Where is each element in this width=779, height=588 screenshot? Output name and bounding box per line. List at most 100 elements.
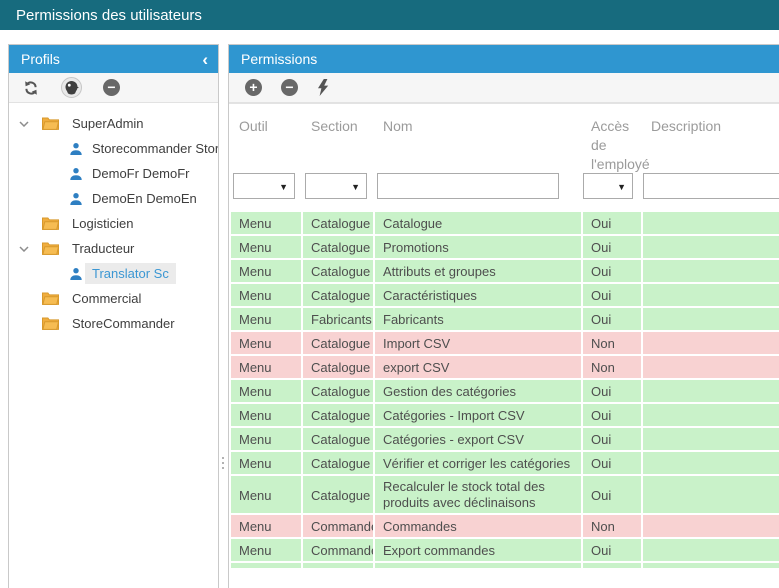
app-header: Permissions des utilisateurs <box>0 0 779 30</box>
table-row[interactable]: Menu Fabricants Fabricants Oui <box>231 308 779 330</box>
cell-nom: Commandes <box>375 515 581 537</box>
cell-description <box>643 380 779 402</box>
filter-nom-input[interactable] <box>377 173 559 199</box>
folder-icon <box>42 217 59 230</box>
cell-nom: export CSV <box>375 356 581 378</box>
table-row[interactable]: Menu Catalogue Gestion des catégories Ou… <box>231 380 779 402</box>
user-icon <box>69 192 83 206</box>
column-header-nom[interactable]: Nom <box>383 118 413 134</box>
table-row[interactable]: Menu Catalogue Recalculer le stock total… <box>231 476 779 513</box>
cell-description <box>643 515 779 537</box>
table-row[interactable]: Menu Commandes Commandes Non <box>231 515 779 537</box>
cell-outil: Menu <box>231 476 301 513</box>
cell-section: Catalogue <box>303 260 373 282</box>
folder-icon <box>42 317 59 330</box>
cell-nom: Gestion des catégories <box>375 380 581 402</box>
tree-item-logisticien[interactable]: Logisticien <box>9 211 218 236</box>
cell-acces: Oui <box>583 452 641 474</box>
table-row[interactable]: Menu Commandes Export commandes Oui <box>231 539 779 561</box>
permissions-panel-header: Permissions <box>229 45 779 73</box>
cell-acces: Oui <box>583 428 641 450</box>
dropdown-arrow-icon: ▼ <box>279 182 288 192</box>
cell-acces: Non <box>583 332 641 354</box>
remove-profile-button[interactable]: − <box>103 79 120 96</box>
tree-item-demofr[interactable]: DemoFr DemoFr <box>9 161 218 186</box>
cell-section <box>303 563 373 568</box>
refresh-button[interactable] <box>22 80 40 96</box>
table-row[interactable]: Menu Catalogue Promotions Oui <box>231 236 779 258</box>
cell-section: Catalogue <box>303 284 373 306</box>
permissions-title: Permissions <box>241 51 318 67</box>
cell-nom: Vérifier et corriger les catégories <box>375 452 581 474</box>
cell-section: Catalogue <box>303 404 373 426</box>
column-header-section[interactable]: Section <box>311 118 358 134</box>
table-row-partial[interactable] <box>231 563 779 568</box>
cell-acces: Oui <box>583 236 641 258</box>
table-row[interactable]: Menu Catalogue Catégories - Import CSV O… <box>231 404 779 426</box>
add-permission-button[interactable]: + <box>245 79 262 96</box>
cell-description <box>643 260 779 282</box>
panel-splitter-handle[interactable] <box>220 452 226 474</box>
prestashop-button[interactable] <box>61 77 82 98</box>
cell-nom: Catégories - export CSV <box>375 428 581 450</box>
table-row[interactable]: Menu Catalogue Catégories - export CSV O… <box>231 428 779 450</box>
table-row[interactable]: Menu Catalogue Import CSV Non <box>231 332 779 354</box>
chevron-down-icon[interactable] <box>19 245 42 252</box>
cell-nom: Attributs et groupes <box>375 260 581 282</box>
cell-outil <box>231 563 301 568</box>
filter-outil-select[interactable]: ▼ <box>233 173 295 199</box>
user-icon <box>69 142 83 156</box>
cell-acces: Non <box>583 356 641 378</box>
cell-acces: Oui <box>583 284 641 306</box>
table-row[interactable]: Menu Catalogue Attributs et groupes Oui <box>231 260 779 282</box>
filter-description-input[interactable] <box>643 173 779 199</box>
remove-permission-button[interactable]: − <box>281 79 298 96</box>
cell-nom: Recalculer le stock total des produits a… <box>375 476 581 513</box>
filter-row: ▼ ▼ ▼ <box>229 168 779 212</box>
column-header-description[interactable]: Description <box>651 118 722 134</box>
apply-permissions-button[interactable] <box>317 79 329 96</box>
grid-header: Outil Section Nom Accès de l'employé Des… <box>229 103 779 212</box>
chevron-down-icon[interactable] <box>19 120 42 127</box>
cell-acces: Oui <box>583 404 641 426</box>
table-row[interactable]: Menu Catalogue export CSV Non <box>231 356 779 378</box>
table-row[interactable]: Menu Catalogue Catalogue Oui <box>231 212 779 234</box>
filter-acces-select[interactable]: ▼ <box>583 173 633 199</box>
cell-section: Catalogue <box>303 212 373 234</box>
tree-item-label: Traducteur <box>72 241 135 256</box>
folder-icon <box>42 292 59 305</box>
tree-item-label: Logisticien <box>72 216 134 231</box>
cell-description <box>643 476 779 513</box>
cell-description <box>643 539 779 561</box>
tree-item-label: DemoEn DemoEn <box>92 191 197 206</box>
tree-item-translator-sc[interactable]: Translator Sc <box>9 261 218 286</box>
lightning-icon <box>318 79 329 96</box>
tree-item-storecommander-profile[interactable]: StoreCommander <box>9 311 218 336</box>
cell-section: Catalogue <box>303 476 373 513</box>
tree-item-commercial[interactable]: Commercial <box>9 286 218 311</box>
cell-outil: Menu <box>231 284 301 306</box>
tree-item-storecommander-store[interactable]: Storecommander Store <box>9 136 218 161</box>
cell-outil: Menu <box>231 515 301 537</box>
table-row[interactable]: Menu Catalogue Vérifier et corriger les … <box>231 452 779 474</box>
table-row[interactable]: Menu Catalogue Caractéristiques Oui <box>231 284 779 306</box>
tree-item-demoen[interactable]: DemoEn DemoEn <box>9 186 218 211</box>
column-header-acces[interactable]: Accès de l'employé <box>591 118 650 172</box>
plus-icon: + <box>249 78 258 95</box>
cell-description <box>643 284 779 306</box>
cell-outil: Menu <box>231 236 301 258</box>
filter-section-select[interactable]: ▼ <box>305 173 367 199</box>
page-title: Permissions des utilisateurs <box>16 6 202 24</box>
tree-item-traducteur[interactable]: Traducteur <box>9 236 218 261</box>
cell-nom: Promotions <box>375 236 581 258</box>
profils-toolbar: − <box>9 73 218 103</box>
permissions-toolbar: + − <box>229 73 779 103</box>
collapse-panel-icon[interactable]: ‹ <box>202 49 208 69</box>
cell-acces: Oui <box>583 476 641 513</box>
cell-outil: Menu <box>231 212 301 234</box>
refresh-icon <box>25 80 37 95</box>
tree-item-superadmin[interactable]: SuperAdmin <box>9 111 218 136</box>
column-header-outil[interactable]: Outil <box>239 118 268 134</box>
cell-outil: Menu <box>231 332 301 354</box>
cell-section: Catalogue <box>303 452 373 474</box>
